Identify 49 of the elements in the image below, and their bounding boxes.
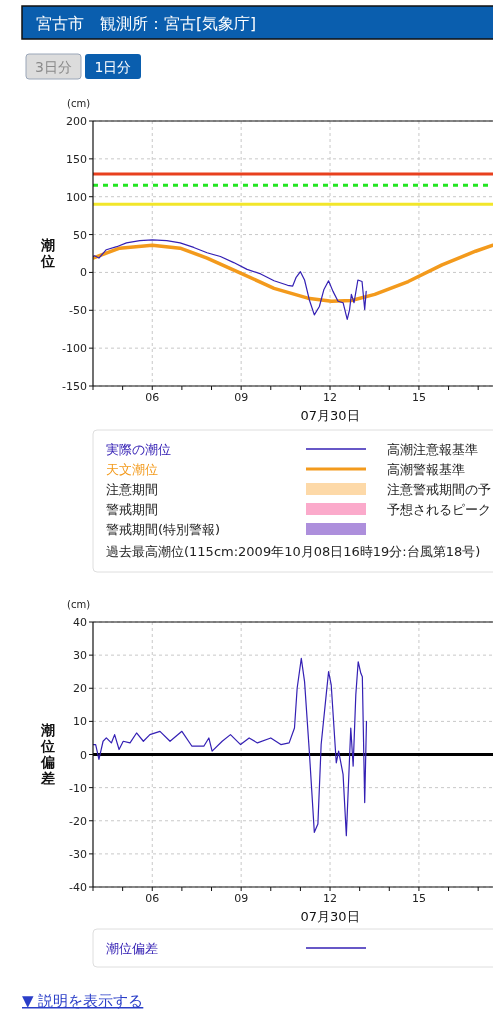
line-series bbox=[93, 657, 368, 837]
x-tick-label: 06 bbox=[145, 391, 160, 404]
y-axis-title: 潮位偏差 bbox=[40, 721, 55, 786]
line-series bbox=[93, 239, 367, 320]
x-axis-title: 07月30日 bbox=[300, 909, 360, 924]
text: 警戒期間 bbox=[106, 502, 158, 517]
y-tick-label: 200 bbox=[66, 115, 87, 128]
text: (cm) bbox=[67, 599, 91, 610]
y-tick-label: 40 bbox=[73, 616, 87, 629]
y-tick-label: -30 bbox=[69, 847, 87, 861]
text: ▼ 説明を表示する bbox=[22, 992, 144, 1010]
text: 予想されるピーク bbox=[387, 502, 491, 517]
y-tick-label: -40 bbox=[69, 881, 87, 894]
y-tick-label: 150 bbox=[66, 152, 87, 166]
y-tick-label: -100 bbox=[62, 342, 87, 356]
text: 高潮警報基準 bbox=[387, 462, 465, 477]
y-tick-label: 20 bbox=[73, 682, 87, 696]
text: 高潮注意報基準 bbox=[387, 442, 478, 457]
x-axis-title: 07月30日 bbox=[300, 408, 360, 423]
text: 注意警戒期間の予 bbox=[387, 482, 491, 497]
x-tick-label: 15 bbox=[411, 892, 426, 905]
text: 3日分 bbox=[35, 59, 72, 75]
y-tick-label: 0 bbox=[80, 748, 87, 762]
y-tick-label: -10 bbox=[69, 781, 87, 795]
text: 天文潮位 bbox=[106, 462, 158, 477]
line-series bbox=[93, 243, 493, 303]
x-tick-label: 09 bbox=[234, 892, 249, 905]
x-tick-label: 06 bbox=[145, 892, 160, 905]
y-tick-label: 0 bbox=[80, 266, 87, 280]
y-tick-label: -150 bbox=[62, 380, 87, 393]
chart-title: 宮古市 観測所：宮古[気象庁] bbox=[36, 15, 257, 33]
x-tick-label: 09 bbox=[234, 391, 249, 404]
text: 潮位偏差 bbox=[106, 941, 158, 956]
y-tick-label: -50 bbox=[69, 304, 87, 318]
x-tick-label: 15 bbox=[411, 391, 426, 404]
text: 実際の潮位 bbox=[106, 442, 171, 457]
y-tick-label: 10 bbox=[73, 715, 87, 729]
text: 警戒期間(特別警報) bbox=[106, 522, 221, 537]
text: 過去最高潮位(115cm:2009年10月08日16時19分:台風第18号) bbox=[106, 544, 481, 559]
text: 注意期間 bbox=[106, 482, 158, 497]
y-tick-label: 50 bbox=[73, 228, 87, 242]
y-axis-title: 潮位 bbox=[40, 236, 55, 269]
text: 1日分 bbox=[94, 59, 132, 75]
y-tick-label: 100 bbox=[66, 190, 87, 204]
text: (cm) bbox=[67, 98, 91, 109]
y-tick-label: -20 bbox=[69, 814, 87, 828]
x-tick-label: 12 bbox=[323, 391, 338, 404]
x-tick-label: 12 bbox=[323, 892, 338, 905]
y-tick-label: 30 bbox=[73, 649, 87, 663]
